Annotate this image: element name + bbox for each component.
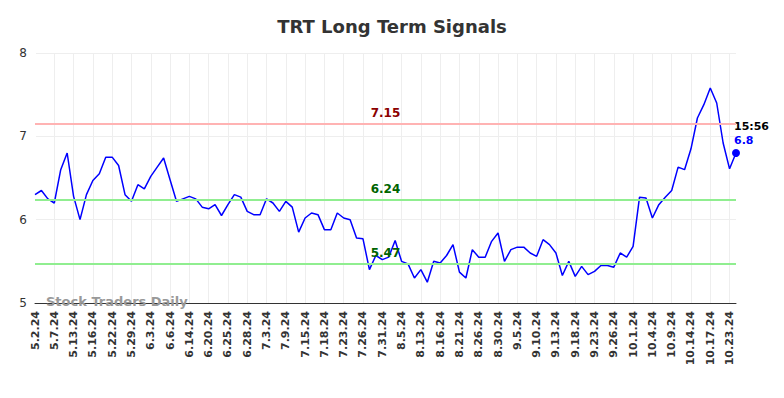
svg-text:10.4.24: 10.4.24 — [646, 311, 659, 358]
svg-text:5.2.24: 5.2.24 — [29, 311, 42, 350]
svg-text:9.5.24: 9.5.24 — [511, 311, 524, 350]
svg-text:5.13.24: 5.13.24 — [67, 311, 80, 358]
svg-text:8.30.24: 8.30.24 — [492, 311, 505, 358]
svg-text:7.23.24: 7.23.24 — [337, 311, 350, 358]
svg-text:6.20.24: 6.20.24 — [202, 311, 215, 358]
svg-text:6: 6 — [19, 213, 27, 227]
svg-text:7.9.24: 7.9.24 — [279, 311, 292, 350]
svg-text:7: 7 — [19, 129, 27, 143]
svg-text:7.18.24: 7.18.24 — [318, 311, 331, 358]
svg-text:6.14.24: 6.14.24 — [183, 311, 196, 358]
svg-text:7.31.24: 7.31.24 — [376, 311, 389, 358]
svg-text:5.16.24: 5.16.24 — [86, 311, 99, 358]
svg-text:8.26.24: 8.26.24 — [472, 311, 485, 358]
svg-text:6.28.24: 6.28.24 — [241, 311, 254, 358]
svg-text:10.1.24: 10.1.24 — [627, 311, 640, 358]
svg-text:8: 8 — [19, 46, 27, 60]
svg-text:6.25.24: 6.25.24 — [221, 311, 234, 358]
svg-text:7.15: 7.15 — [371, 106, 401, 120]
svg-text:6.8: 6.8 — [734, 134, 754, 147]
svg-text:15:56: 15:56 — [734, 120, 769, 133]
svg-text:8.21.24: 8.21.24 — [453, 311, 466, 358]
svg-text:6.3.24: 6.3.24 — [144, 311, 157, 350]
svg-text:5.29.24: 5.29.24 — [125, 311, 138, 358]
svg-text:9.18.24: 9.18.24 — [569, 311, 582, 358]
svg-text:7.26.24: 7.26.24 — [356, 311, 369, 358]
svg-text:5.7.24: 5.7.24 — [48, 311, 61, 350]
svg-text:5: 5 — [19, 296, 27, 310]
svg-text:7.3.24: 7.3.24 — [260, 311, 273, 350]
svg-text:9.10.24: 9.10.24 — [530, 311, 543, 358]
svg-text:TRT Long Term Signals: TRT Long Term Signals — [277, 16, 507, 37]
svg-text:10.23.24: 10.23.24 — [723, 311, 736, 366]
svg-text:7.15.24: 7.15.24 — [299, 311, 312, 358]
svg-text:6.6.24: 6.6.24 — [164, 311, 177, 350]
svg-text:8.5.24: 8.5.24 — [395, 311, 408, 350]
svg-text:Stock Traders Daily: Stock Traders Daily — [46, 294, 188, 309]
svg-text:10.14.24: 10.14.24 — [684, 311, 697, 366]
svg-text:9.26.24: 9.26.24 — [607, 311, 620, 358]
svg-text:8.13.24: 8.13.24 — [414, 311, 427, 358]
svg-text:6.24: 6.24 — [371, 182, 401, 196]
svg-text:5.22.24: 5.22.24 — [106, 311, 119, 358]
svg-text:9.23.24: 9.23.24 — [588, 311, 601, 358]
svg-text:8.16.24: 8.16.24 — [434, 311, 447, 358]
svg-text:10.9.24: 10.9.24 — [665, 311, 678, 358]
svg-text:10.17.24: 10.17.24 — [704, 311, 717, 366]
svg-text:5.47: 5.47 — [371, 246, 401, 260]
svg-text:9.13.24: 9.13.24 — [549, 311, 562, 358]
